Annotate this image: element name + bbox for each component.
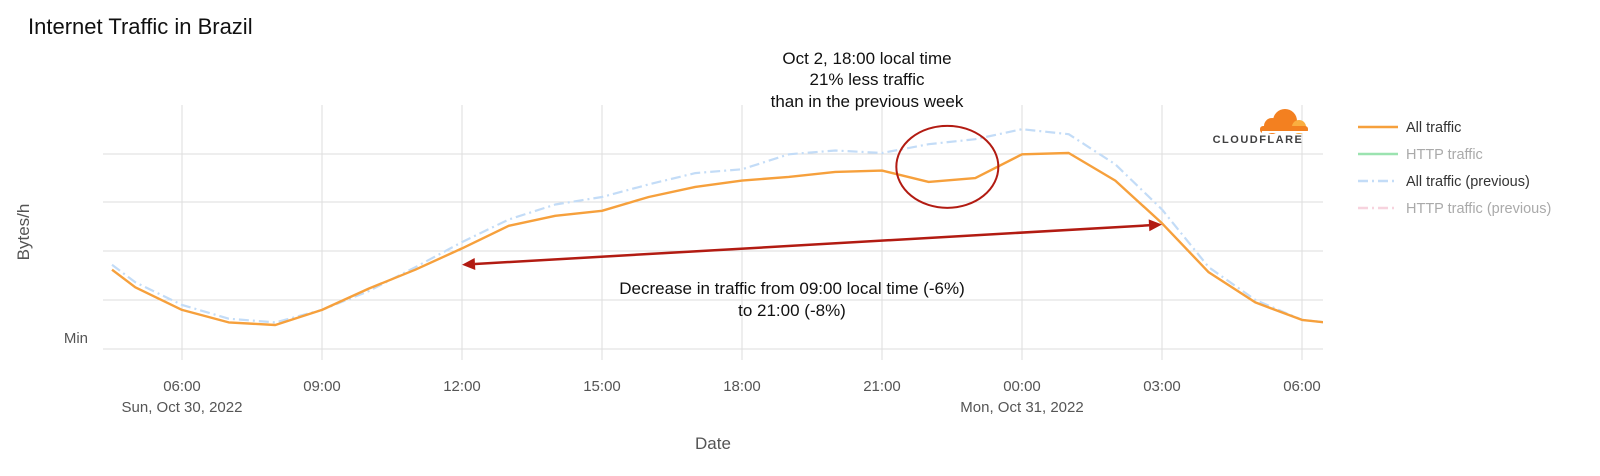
cloudflare-wordmark: CLOUDFLARE (1213, 134, 1304, 146)
x-tick-label: 00:00 (1003, 378, 1041, 395)
drop-note-line-2: 21% less traffic (810, 70, 925, 89)
x-axis-label: Date (695, 434, 731, 453)
drop-note-line-1: Oct 2, 18:00 local time (782, 49, 951, 68)
arrow-head-left (462, 257, 476, 270)
decrease-note-line-2: to 21:00 (-8%) (738, 301, 846, 320)
legend-item-all-traffic[interactable]: All traffic (1358, 120, 1461, 136)
y-tick-label: Min (64, 330, 88, 347)
x-tick-label: 15:00 (583, 378, 621, 395)
legend: All traffic HTTP traffic All traffic (prev… (1358, 120, 1551, 217)
legend-item-http-traffic[interactable]: HTTP traffic (1358, 147, 1483, 163)
x-tick-date-label: Sun, Oct 30, 2022 (122, 399, 243, 416)
y-axis-label: Bytes/h (14, 204, 33, 261)
arrow-head-right (1148, 219, 1162, 232)
drop-note-line-3: than in the previous week (771, 92, 964, 111)
legend-item-all-traffic-previous[interactable]: All traffic (previous) (1358, 174, 1530, 190)
legend-label: HTTP traffic (1406, 147, 1483, 163)
x-tick-label: 12:00 (443, 378, 481, 395)
x-tick-label: 09:00 (303, 378, 341, 395)
x-tick-label: 06:00 (163, 378, 201, 395)
series-line-all-traffic-previous (111, 128, 1323, 324)
series-layer (111, 128, 1323, 327)
y-axis-ticks: Min (64, 330, 88, 347)
series-line-all-traffic (111, 151, 1323, 327)
decrease-note-line-1: Decrease in traffic from 09:00 local tim… (619, 279, 964, 298)
highlight-circle (895, 124, 1000, 209)
chart-title: Internet Traffic in Brazil (28, 14, 253, 39)
legend-label: All traffic (1406, 120, 1461, 136)
x-tick-label: 03:00 (1143, 378, 1181, 395)
legend-item-http-traffic-previous[interactable]: HTTP traffic (previous) (1358, 201, 1551, 217)
cloudflare-logo: CLOUDFLARE (1213, 109, 1308, 146)
x-tick-label: 18:00 (723, 378, 761, 395)
arrow-shaft (474, 224, 1150, 266)
cloudflare-cloud-icon (1260, 109, 1308, 134)
grid (103, 105, 1323, 360)
annotation-layer: Oct 2, 18:00 local time 21% less traffic… (462, 49, 1162, 320)
legend-label: HTTP traffic (previous) (1406, 201, 1551, 217)
legend-label: All traffic (previous) (1406, 174, 1530, 190)
x-tick-label: 06:00 (1283, 378, 1321, 395)
x-tick-label: 21:00 (863, 378, 901, 395)
x-tick-date-label: Mon, Oct 31, 2022 (960, 399, 1083, 416)
x-axis-ticks: 06:00 Sun, Oct 30, 2022 09:00 12:00 15:00 18:… (122, 378, 1321, 416)
